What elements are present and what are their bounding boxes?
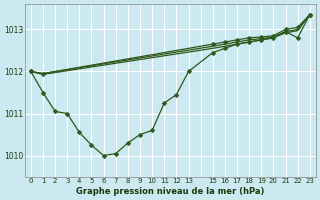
X-axis label: Graphe pression niveau de la mer (hPa): Graphe pression niveau de la mer (hPa): [76, 187, 265, 196]
